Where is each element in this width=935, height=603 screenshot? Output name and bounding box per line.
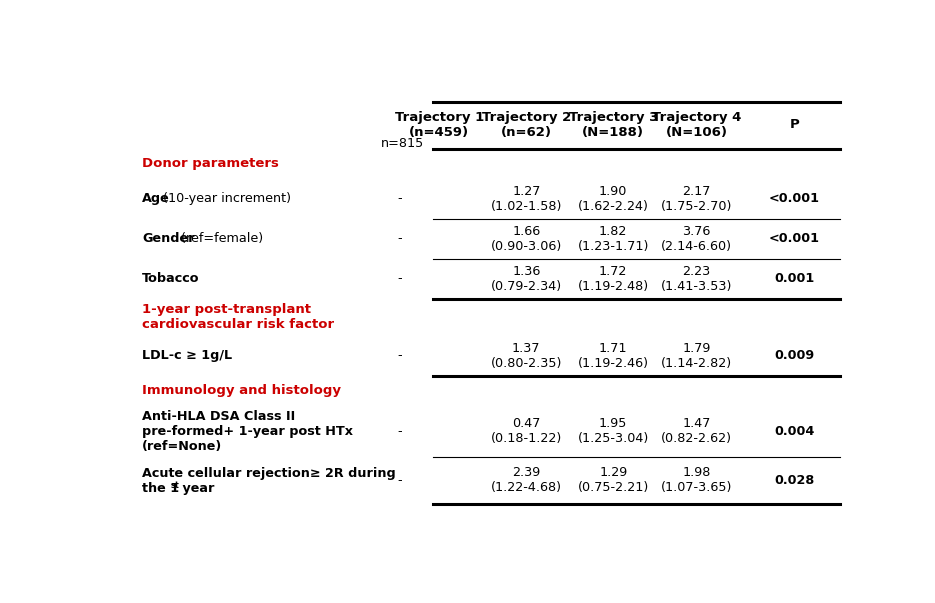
Text: 1.72
(1.19-2.48): 1.72 (1.19-2.48) xyxy=(578,265,649,292)
Text: 2.23
(1.41-3.53): 2.23 (1.41-3.53) xyxy=(661,265,732,292)
Text: n=815: n=815 xyxy=(381,137,424,150)
Text: 1.98
(1.07-3.65): 1.98 (1.07-3.65) xyxy=(661,467,732,494)
Text: 1.71
(1.19-2.46): 1.71 (1.19-2.46) xyxy=(578,342,649,370)
Text: the 1: the 1 xyxy=(142,482,180,495)
Text: (10-year increment): (10-year increment) xyxy=(160,192,292,205)
Text: 3.76
(2.14-6.60): 3.76 (2.14-6.60) xyxy=(661,225,732,253)
Text: Anti-HLA DSA Class II
pre-formed+ 1-year post HTx
(ref=None): Anti-HLA DSA Class II pre-formed+ 1-year… xyxy=(142,409,353,453)
Text: st: st xyxy=(171,481,180,490)
Text: 0.028: 0.028 xyxy=(774,474,814,487)
Text: 0.004: 0.004 xyxy=(774,425,814,438)
Text: 1.66
(0.90-3.06): 1.66 (0.90-3.06) xyxy=(491,225,562,253)
Text: -: - xyxy=(397,192,402,205)
Text: <0.001: <0.001 xyxy=(769,232,820,245)
Text: 1.95
(1.25-3.04): 1.95 (1.25-3.04) xyxy=(578,417,649,445)
Text: <0.001: <0.001 xyxy=(769,192,820,205)
Text: 1.79
(1.14-2.82): 1.79 (1.14-2.82) xyxy=(661,342,732,370)
Text: Acute cellular rejection≥ 2R during: Acute cellular rejection≥ 2R during xyxy=(142,467,396,481)
Text: Tobacco: Tobacco xyxy=(142,272,200,285)
Text: P: P xyxy=(789,118,799,131)
Text: -: - xyxy=(397,232,402,245)
Text: 0.009: 0.009 xyxy=(774,349,814,362)
Text: -: - xyxy=(397,349,402,362)
Text: 1-year post-transplant
cardiovascular risk factor: 1-year post-transplant cardiovascular ri… xyxy=(142,303,335,331)
Text: 1.36
(0.79-2.34): 1.36 (0.79-2.34) xyxy=(491,265,562,292)
Text: Age: Age xyxy=(142,192,170,205)
Text: year: year xyxy=(179,482,215,495)
Text: 1.27
(1.02-1.58): 1.27 (1.02-1.58) xyxy=(491,185,562,213)
Text: 1.37
(0.80-2.35): 1.37 (0.80-2.35) xyxy=(491,342,562,370)
Text: Immunology and histology: Immunology and histology xyxy=(142,384,341,397)
Text: Trajectory 3
(N=188): Trajectory 3 (N=188) xyxy=(568,111,658,139)
Text: 0.47
(0.18-1.22): 0.47 (0.18-1.22) xyxy=(491,417,562,445)
Text: 1.47
(0.82-2.62): 1.47 (0.82-2.62) xyxy=(661,417,732,445)
Text: 1.90
(1.62-2.24): 1.90 (1.62-2.24) xyxy=(578,185,649,213)
Text: Donor parameters: Donor parameters xyxy=(142,157,280,171)
Text: (ref=female): (ref=female) xyxy=(177,232,263,245)
Text: 1.29
(0.75-2.21): 1.29 (0.75-2.21) xyxy=(578,467,649,494)
Text: -: - xyxy=(397,425,402,438)
Text: 0.001: 0.001 xyxy=(774,272,814,285)
Text: Trajectory 1
(n=459): Trajectory 1 (n=459) xyxy=(395,111,484,139)
Text: 2.17
(1.75-2.70): 2.17 (1.75-2.70) xyxy=(661,185,732,213)
Text: 1.82
(1.23-1.71): 1.82 (1.23-1.71) xyxy=(578,225,649,253)
Text: Trajectory 4
(N=106): Trajectory 4 (N=106) xyxy=(652,111,741,139)
Text: Gender: Gender xyxy=(142,232,194,245)
Text: LDL-c ≥ 1g/L: LDL-c ≥ 1g/L xyxy=(142,349,233,362)
Text: -: - xyxy=(397,272,402,285)
Text: -: - xyxy=(397,474,402,487)
Text: 2.39
(1.22-4.68): 2.39 (1.22-4.68) xyxy=(491,467,562,494)
Text: Trajectory 2
(n=62): Trajectory 2 (n=62) xyxy=(482,111,571,139)
